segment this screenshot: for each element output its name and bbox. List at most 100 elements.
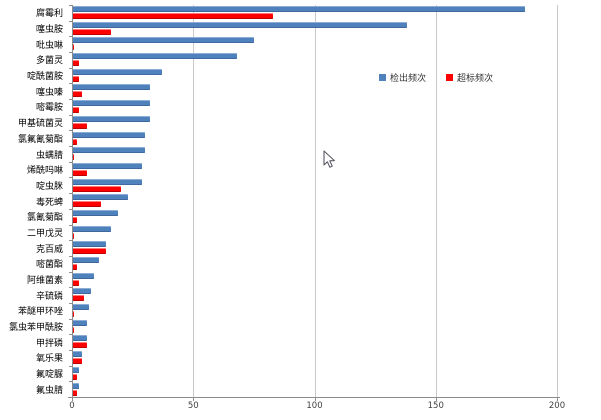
category-label: 氯氰菊酯 <box>26 213 63 224</box>
bar-detection[interactable] <box>72 209 119 216</box>
bar-detection[interactable] <box>72 100 150 107</box>
bar-exceedance[interactable] <box>72 248 106 255</box>
bar-exceedance[interactable] <box>72 232 75 239</box>
bar-detection[interactable] <box>72 68 162 75</box>
bar-detection[interactable] <box>72 382 80 389</box>
bar-exceedance[interactable] <box>72 295 85 302</box>
category-label: 嘧菌酯 <box>35 260 63 271</box>
bar-detection[interactable] <box>72 53 237 60</box>
bar-detection[interactable] <box>72 194 128 201</box>
bar-exceedance[interactable] <box>72 169 87 176</box>
bar-row <box>72 382 557 398</box>
bar-detection[interactable] <box>72 162 143 169</box>
bar-detection[interactable] <box>72 319 87 326</box>
bar-detection[interactable] <box>72 335 87 342</box>
bar-exceedance[interactable] <box>72 326 75 333</box>
chart-legend[interactable]: 检出频次 超标频次 <box>379 71 493 84</box>
gridline-50 <box>193 5 195 397</box>
bar-detection[interactable] <box>72 84 150 91</box>
bar-exceedance[interactable] <box>72 264 77 270</box>
bar-detection[interactable] <box>72 131 145 138</box>
bar-row <box>72 99 557 115</box>
y-tick-mark <box>69 208 73 210</box>
bar-detection[interactable] <box>72 304 89 311</box>
y-tick-mark <box>69 397 73 398</box>
y-tick-mark <box>69 67 73 69</box>
y-tick-mark <box>69 224 73 226</box>
bar-row <box>72 240 557 256</box>
bar-exceedance[interactable] <box>72 311 75 318</box>
value-axis-labels: 0 50 100 150 200 <box>0 401 601 415</box>
y-tick-mark <box>69 365 73 367</box>
bar-row <box>72 52 557 68</box>
category-label: 啶酰菌胺 <box>26 72 63 83</box>
bar-detection[interactable] <box>72 257 99 263</box>
y-tick-mark <box>69 193 73 195</box>
bar-exceedance[interactable] <box>72 122 87 129</box>
category-label: 甲拌磷 <box>35 338 63 349</box>
y-tick-mark <box>69 20 73 22</box>
bar-detection[interactable] <box>72 147 145 154</box>
legend-label-detection: 检出频次 <box>390 74 427 84</box>
legend-item-detection[interactable]: 检出频次 <box>379 71 426 84</box>
bar-exceedance[interactable] <box>72 13 274 19</box>
bar-exceedance[interactable] <box>72 138 77 145</box>
bar-row <box>72 178 557 194</box>
category-label: 克百威 <box>35 244 63 255</box>
bar-row <box>72 131 557 147</box>
bar-detection[interactable] <box>72 272 94 279</box>
bar-row <box>72 225 557 241</box>
bar-detection[interactable] <box>72 288 92 295</box>
bar-exceedance[interactable] <box>72 154 75 161</box>
bar-row <box>72 272 557 288</box>
y-tick-mark <box>69 240 73 242</box>
x-tick-label: 200 <box>548 401 566 411</box>
y-tick-mark <box>69 287 73 289</box>
bar-exceedance[interactable] <box>72 185 121 192</box>
bar-exceedance[interactable] <box>72 91 82 98</box>
bar-exceedance[interactable] <box>72 201 102 208</box>
bar-exceedance[interactable] <box>72 216 77 223</box>
bar-detection[interactable] <box>72 37 254 44</box>
category-label: 氧乐果 <box>35 354 63 365</box>
bar-row <box>72 256 557 272</box>
bar-exceedance[interactable] <box>72 373 77 380</box>
y-tick-mark <box>69 5 73 6</box>
category-label: 嘧霉胺 <box>35 103 63 114</box>
bar-exceedance[interactable] <box>72 358 82 365</box>
bar-exceedance[interactable] <box>72 389 77 396</box>
category-label: 多菌灵 <box>35 56 63 67</box>
bar-detection[interactable] <box>72 115 150 122</box>
bar-row <box>72 68 557 84</box>
legend-label-exceedance: 超标频次 <box>457 74 494 84</box>
bar-row <box>72 350 557 366</box>
bar-exceedance[interactable] <box>72 44 75 51</box>
bar-detection[interactable] <box>72 178 143 185</box>
y-tick-mark <box>69 177 73 179</box>
bar-row <box>72 303 557 319</box>
bar-detection[interactable] <box>72 351 82 358</box>
bar-exceedance[interactable] <box>72 342 87 349</box>
bar-exceedance[interactable] <box>72 28 111 35</box>
x-axis-line <box>68 397 560 398</box>
bar-exceedance[interactable] <box>72 75 80 82</box>
bar-detection[interactable] <box>72 241 106 248</box>
bar-row <box>72 146 557 162</box>
category-label: 苯醚甲环唑 <box>17 307 63 318</box>
gridline-100 <box>314 5 316 397</box>
bar-row <box>72 36 557 52</box>
bar-exceedance[interactable] <box>72 60 80 67</box>
bar-detection[interactable] <box>72 6 526 12</box>
y-tick-mark <box>69 146 73 148</box>
x-tick-mark <box>435 397 437 401</box>
category-axis-labels: 腐霉利 噻虫胺 吡虫啉 多菌灵 啶酰菌胺 噻虫嗪 嘧霉胺 甲基硫菌灵 氯氟氰菊酯 虫螨腈 烯酰吗啉啶… <box>0 5 68 397</box>
bar-detection[interactable] <box>72 366 80 373</box>
bar-detection[interactable] <box>72 21 407 28</box>
bar-detection[interactable] <box>72 225 111 232</box>
x-tick-mark <box>557 397 558 401</box>
legend-item-exceedance[interactable]: 超标频次 <box>446 71 493 84</box>
bar-exceedance[interactable] <box>72 279 80 286</box>
gridline-200 <box>557 5 558 397</box>
bar-exceedance[interactable] <box>72 107 80 114</box>
